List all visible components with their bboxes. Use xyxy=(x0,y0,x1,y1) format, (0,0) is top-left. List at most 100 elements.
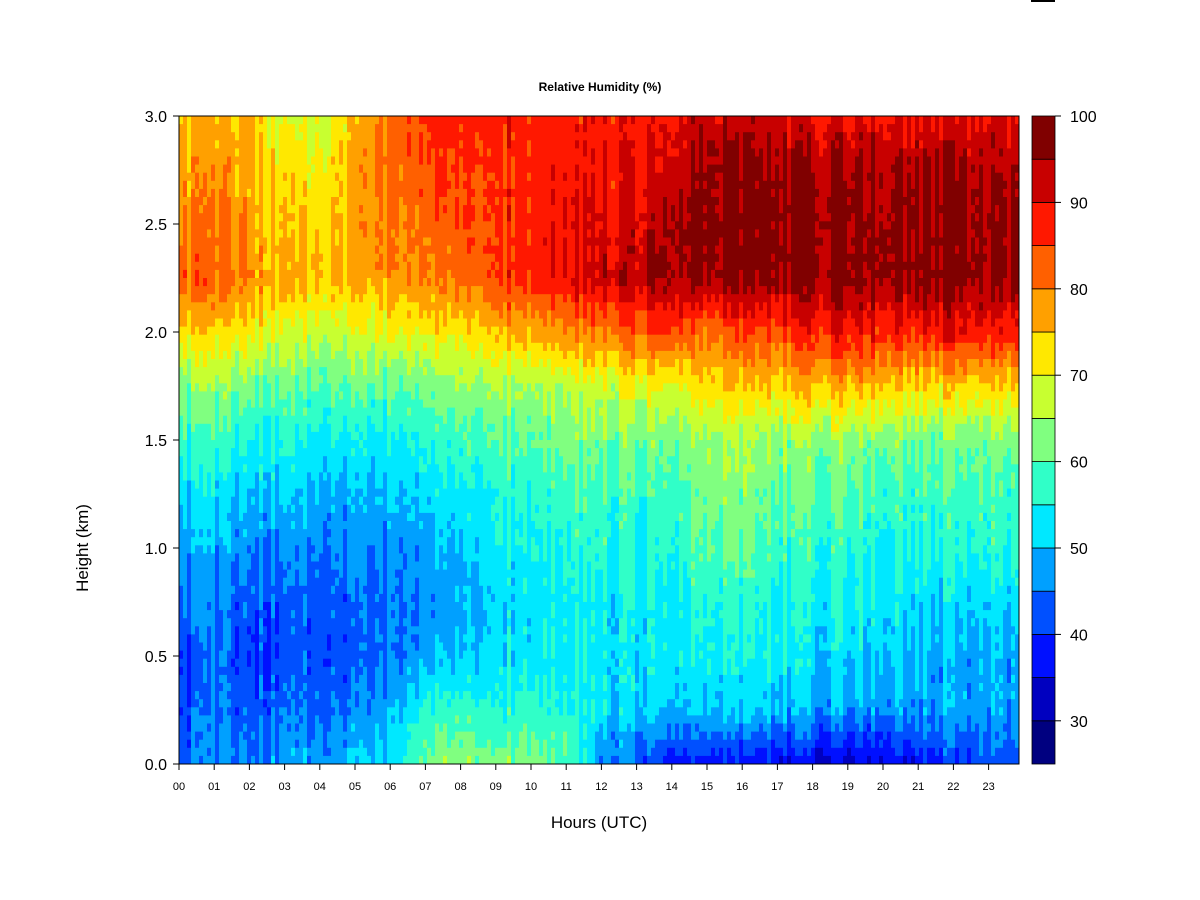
heatmap-cell xyxy=(303,642,308,652)
heatmap-cell xyxy=(307,245,312,255)
heatmap-cell xyxy=(423,423,428,433)
heatmap-cell xyxy=(251,261,256,271)
heatmap-cell xyxy=(303,261,308,271)
heatmap-cell xyxy=(399,529,404,538)
heatmap-cell xyxy=(219,431,224,441)
heatmap-cell xyxy=(287,407,292,417)
heatmap-cell xyxy=(287,658,292,668)
heatmap-cell xyxy=(427,140,432,149)
heatmap-cell xyxy=(287,504,292,514)
heatmap-cell xyxy=(379,480,384,490)
heatmap-cell xyxy=(391,318,396,328)
heatmap-cell xyxy=(287,561,292,571)
heatmap-cell xyxy=(375,302,380,311)
heatmap-cell xyxy=(411,326,416,336)
heatmap-cell xyxy=(379,472,384,481)
heatmap-cell xyxy=(399,261,404,271)
heatmap-cell xyxy=(203,691,208,700)
heatmap-cell xyxy=(295,188,300,198)
heatmap-cell xyxy=(331,585,336,595)
heatmap-cell xyxy=(223,747,228,757)
heatmap-cell xyxy=(363,148,368,157)
heatmap-cell xyxy=(187,569,192,579)
heatmap-cell xyxy=(367,658,372,668)
heatmap-cell xyxy=(287,553,292,562)
heatmap-cell xyxy=(351,593,356,603)
heatmap-cell xyxy=(291,197,296,206)
heatmap-cell xyxy=(367,480,372,490)
heatmap-cell xyxy=(187,747,192,757)
heatmap-cell xyxy=(271,205,276,214)
heatmap-cell xyxy=(287,529,292,538)
heatmap-cell xyxy=(295,310,300,319)
heatmap-cell xyxy=(271,375,276,384)
heatmap-cell xyxy=(287,318,292,328)
heatmap-cell xyxy=(195,731,200,741)
heatmap-cell xyxy=(243,359,248,368)
heatmap-cell xyxy=(187,423,192,433)
heatmap-cell xyxy=(359,399,364,409)
heatmap-cell xyxy=(223,237,228,247)
heatmap-cell xyxy=(315,229,320,238)
heatmap-cell xyxy=(283,488,288,498)
heatmap-cell xyxy=(195,472,200,481)
heatmap-cell xyxy=(259,213,264,222)
heatmap-cell xyxy=(199,423,204,433)
heatmap-cell xyxy=(411,553,416,562)
heatmap-cell xyxy=(339,116,344,125)
heatmap-cell xyxy=(355,188,360,198)
heatmap-cell xyxy=(343,261,348,271)
heatmap-cell xyxy=(407,707,412,716)
heatmap-cell xyxy=(263,253,268,263)
heatmap-cell xyxy=(195,723,200,733)
heatmap-cell xyxy=(383,699,388,708)
heatmap-cell xyxy=(343,383,348,392)
heatmap-cell xyxy=(327,488,332,498)
heatmap-cell xyxy=(399,731,404,741)
heatmap-cell xyxy=(195,180,200,190)
heatmap-cell xyxy=(299,699,304,708)
heatmap-cell xyxy=(183,221,188,230)
heatmap-cell xyxy=(371,423,376,433)
heatmap-cell xyxy=(387,350,392,360)
heatmap-cell xyxy=(379,699,384,708)
heatmap-cell xyxy=(383,367,388,376)
heatmap-cell xyxy=(251,666,256,676)
heatmap-cell xyxy=(227,294,232,303)
heatmap-cell xyxy=(247,359,252,368)
heatmap-cell xyxy=(239,504,244,514)
heatmap-cell xyxy=(191,674,196,684)
heatmap-cell xyxy=(191,456,196,465)
heatmap-cell xyxy=(199,326,204,336)
heatmap-cell xyxy=(355,302,360,311)
heatmap-cell xyxy=(187,456,192,465)
heatmap-cell xyxy=(339,585,344,595)
heatmap-cell xyxy=(283,529,288,538)
heatmap-cell xyxy=(243,156,248,166)
heatmap-cell xyxy=(207,723,212,733)
heatmap-cell xyxy=(359,650,364,660)
heatmap-cell xyxy=(407,731,412,741)
heatmap-cell xyxy=(383,172,388,182)
heatmap-cell xyxy=(267,561,272,571)
heatmap-cell xyxy=(211,456,216,465)
heatmap-cell xyxy=(407,156,412,166)
heatmap-cell xyxy=(323,342,328,352)
heatmap-cell xyxy=(187,496,192,506)
heatmap-cell xyxy=(399,172,404,182)
heatmap-cell xyxy=(207,188,212,198)
heatmap-cell xyxy=(339,342,344,352)
heatmap-cell xyxy=(371,334,376,344)
heatmap-cell xyxy=(315,504,320,514)
heatmap-cell xyxy=(279,172,284,182)
heatmap-cell xyxy=(335,334,340,344)
heatmap-cell xyxy=(211,326,216,336)
heatmap-cell xyxy=(283,148,288,157)
heatmap-cell xyxy=(367,261,372,271)
heatmap-cell xyxy=(251,205,256,214)
heatmap-cell xyxy=(235,480,240,490)
heatmap-cell xyxy=(239,456,244,465)
heatmap-cell xyxy=(319,715,324,724)
heatmap-cell xyxy=(403,731,408,741)
heatmap-cell xyxy=(423,124,428,133)
